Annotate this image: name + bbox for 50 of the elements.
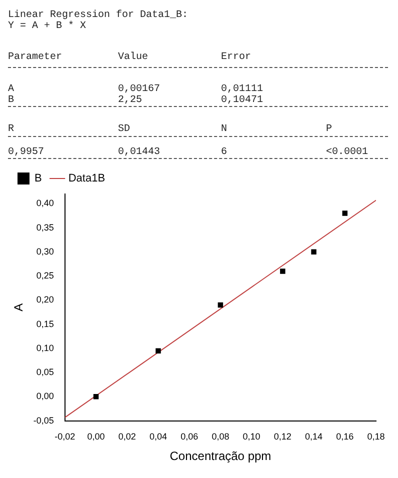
point (156, 348, 161, 354)
x-tick-label: 0,08 (212, 432, 230, 442)
y-tick-label: -0,05 (33, 415, 54, 426)
y-tick-label: 0,30 (36, 246, 54, 256)
y-tick-label: 0,05 (36, 367, 54, 378)
text: 0,00167 (118, 84, 160, 95)
x-tick-label: 0,10 (242, 432, 260, 442)
x-tick-label: 0,02 (118, 432, 136, 442)
x-tick-label: 0,12 (274, 432, 292, 442)
x-axis-title: Concentração ppm (170, 449, 272, 464)
legend-label: B (34, 172, 42, 185)
text: SD (118, 124, 130, 135)
x-tick-label: 0,14 (305, 432, 323, 442)
text: Y = A + B * X (8, 21, 86, 32)
y-axis-title: A (12, 303, 26, 312)
y-tick-label: 0,25 (36, 270, 54, 281)
y-tick-label: 0,20 (36, 294, 54, 305)
point (280, 268, 286, 274)
text: 0,9957 (8, 147, 44, 158)
text: B (8, 95, 14, 106)
text: A (8, 84, 14, 95)
text: Parameter (8, 52, 62, 63)
text: Value (118, 52, 148, 63)
text: P (326, 124, 332, 135)
point (311, 249, 316, 255)
text: Linear Regression for Data1_B: (8, 10, 188, 21)
x-tick-label: 0,04 (149, 432, 168, 442)
text: 2,25 (118, 95, 142, 106)
text: N (221, 124, 228, 135)
point (218, 302, 224, 308)
text: 6 (221, 147, 228, 158)
y-tick-label: 0,15 (36, 318, 54, 329)
point (342, 210, 348, 216)
y-tick-label: 0,35 (36, 222, 54, 232)
x-tick-label: 0,18 (367, 432, 385, 442)
x-tick-label: 0,00 (87, 432, 105, 442)
y-tick-label: 0,00 (36, 391, 54, 402)
point (93, 394, 99, 400)
x-tick-label: 0,06 (180, 432, 198, 442)
y-tick-label: 0,40 (36, 198, 54, 208)
y-tick-label: 0,10 (36, 342, 54, 353)
legend-label: Data1B (68, 172, 106, 185)
text: 0,01443 (118, 147, 160, 158)
x-tick-label: -0,02 (54, 432, 76, 442)
text: Error (221, 52, 252, 63)
text: R (8, 124, 14, 135)
text: <0.0001 (326, 147, 368, 158)
text: 0,10471 (221, 95, 264, 106)
text: 0,01111 (221, 84, 264, 95)
x-tick-label: 0,16 (336, 432, 354, 442)
